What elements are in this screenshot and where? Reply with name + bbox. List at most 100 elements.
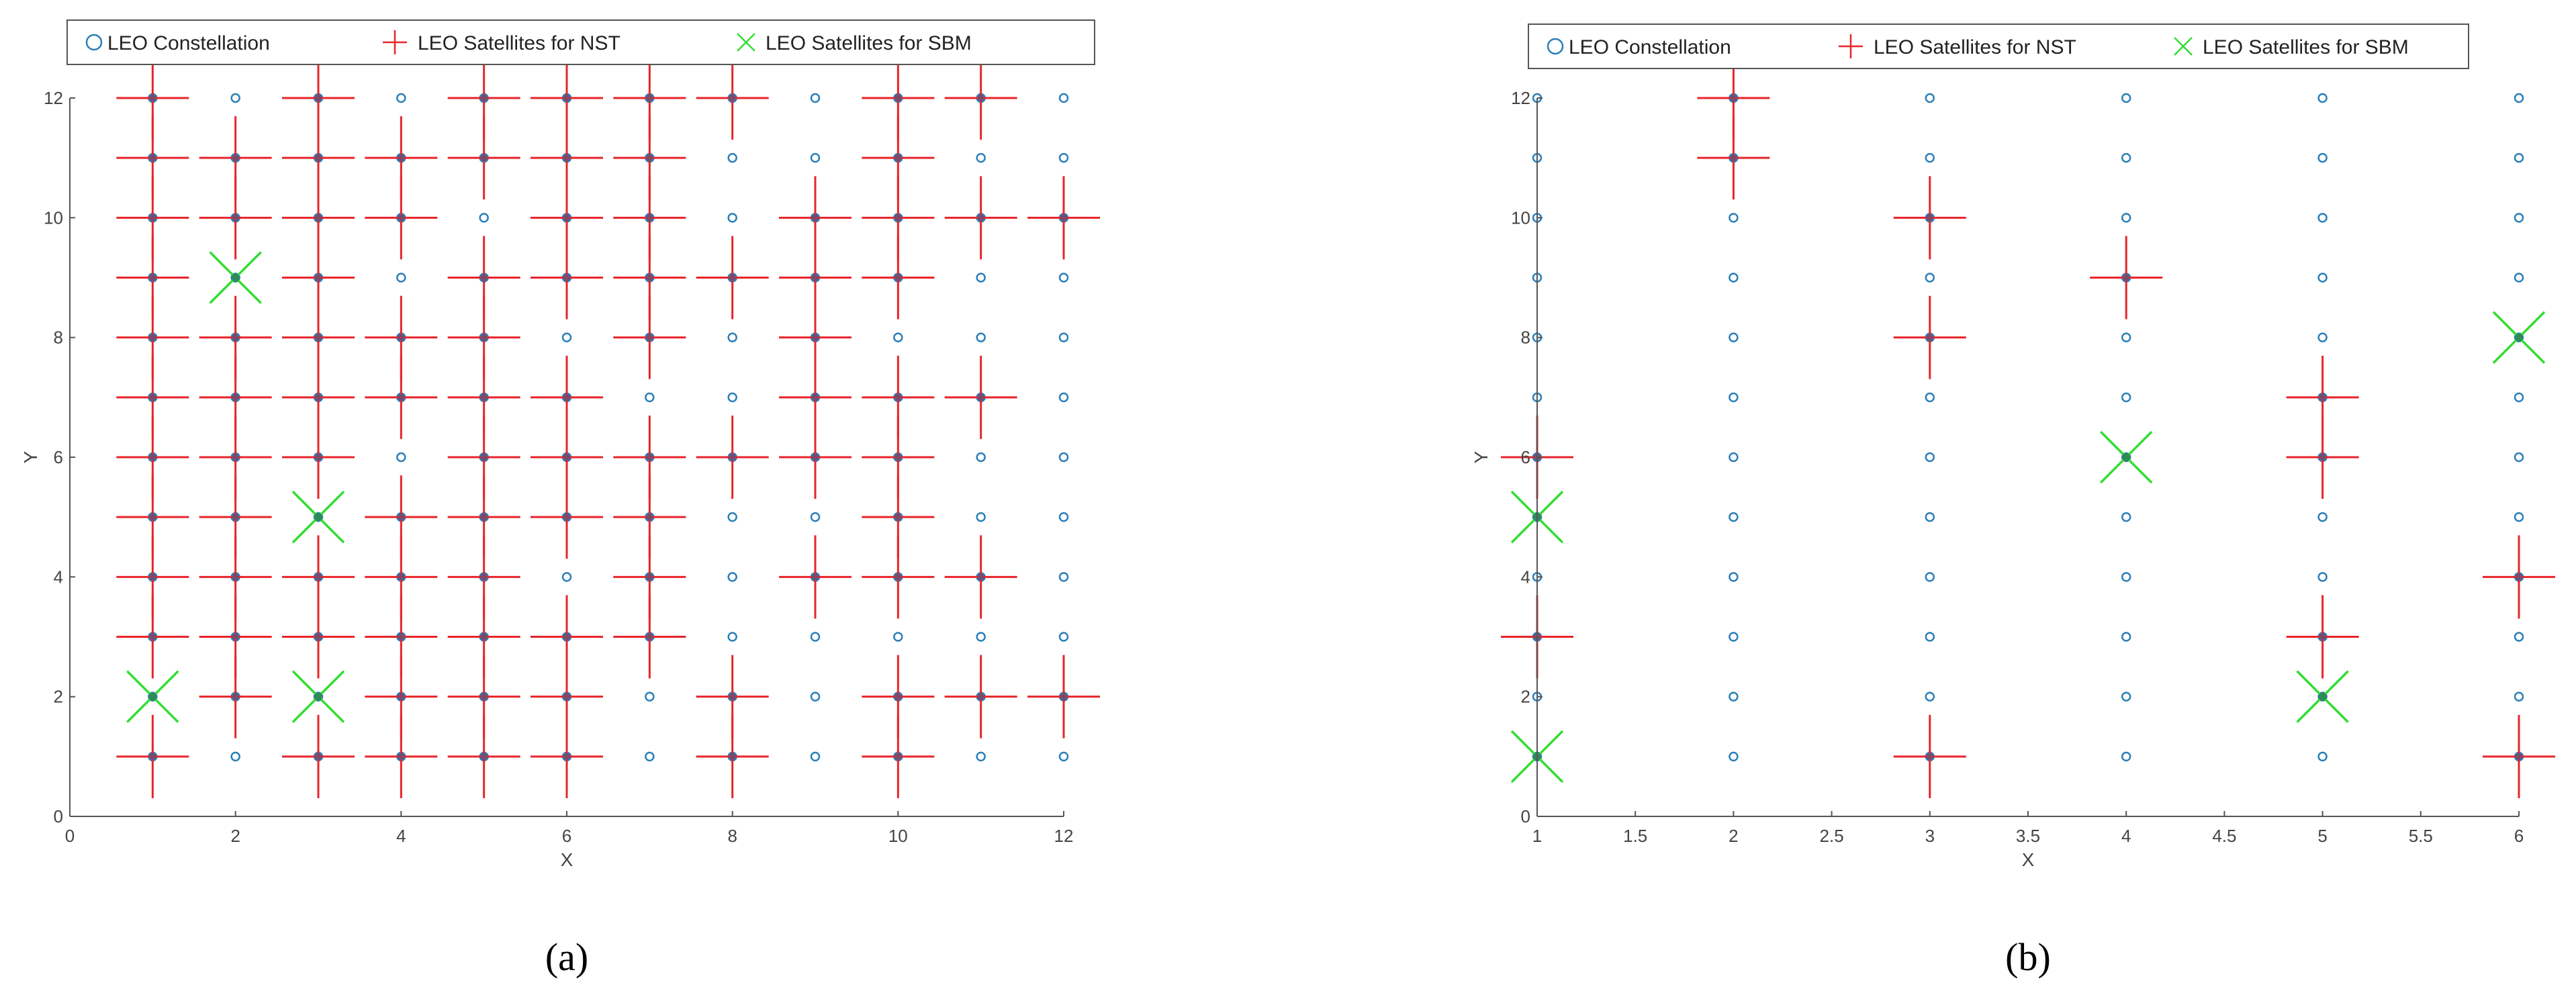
- constellation-point: [1729, 632, 1739, 642]
- x-tick-label: 8: [727, 826, 737, 846]
- sbm-point: [126, 670, 179, 723]
- constellation-point: [230, 751, 240, 762]
- sbm-point: [2099, 430, 2153, 484]
- sbm-point: [2296, 670, 2349, 723]
- constellation-point: [645, 751, 655, 762]
- constellation-point: [2317, 152, 2328, 163]
- legend-constellation-icon: [85, 34, 103, 51]
- constellation-point: [1729, 572, 1739, 582]
- panel-a-xticks: 0 2 4 6 8 10 12: [65, 811, 1074, 846]
- constellation-point: [2317, 213, 2328, 223]
- y-tick: 0: [54, 806, 75, 826]
- constellation-point: [2121, 692, 2131, 702]
- x-tick: 5.5: [2409, 811, 2433, 846]
- legend-constellation-icon: [1547, 38, 1564, 55]
- nst-point: [696, 56, 769, 140]
- legend-sbm-label: LEO Satellites for SBM: [2203, 36, 2409, 58]
- y-tick-label: 6: [54, 447, 63, 467]
- nst-point: [531, 595, 603, 679]
- panel-b-xticks: 1 1.5 2 2.5 3 3.5 4 4.5 5 5.5 6: [1532, 811, 2524, 846]
- nst-point: [1893, 295, 1966, 379]
- panel-a-markers: [116, 56, 1100, 798]
- x-tick: 6: [562, 811, 571, 846]
- x-tick-label: 4.5: [2212, 826, 2236, 846]
- x-tick-label: 2.5: [1820, 826, 1844, 846]
- constellation-point: [1729, 751, 1739, 762]
- x-tick: 1: [1532, 811, 1542, 846]
- x-tick: 2.5: [1820, 811, 1844, 846]
- constellation-point: [727, 213, 737, 223]
- constellation-point: [1058, 93, 1069, 103]
- nst-point: [862, 355, 935, 439]
- constellation-point: [727, 632, 737, 642]
- y-tick-label: 0: [1521, 806, 1530, 826]
- constellation-point: [976, 512, 986, 522]
- constellation-point: [893, 332, 903, 342]
- constellation-point: [2121, 751, 2131, 762]
- constellation-point: [2514, 452, 2524, 463]
- y-tick: 4: [54, 567, 75, 587]
- y-tick-label: 10: [44, 207, 63, 228]
- nst-point: [1893, 714, 1966, 798]
- y-tick-label: 8: [54, 328, 63, 348]
- x-tick-label: 4: [396, 826, 406, 846]
- nst-point: [199, 295, 272, 379]
- sbm-point: [2492, 311, 2546, 364]
- y-tick-label: 0: [54, 806, 63, 826]
- constellation-point: [810, 692, 821, 702]
- constellation-point: [976, 273, 986, 283]
- constellation-point: [2121, 213, 2131, 223]
- legend-sbm-icon: [737, 33, 755, 52]
- constellation-point: [396, 452, 406, 463]
- nst-point: [1697, 56, 1770, 140]
- x-tick-label: 1: [1532, 826, 1542, 846]
- y-tick-label: 4: [54, 567, 63, 587]
- constellation-point: [976, 332, 986, 342]
- x-tick-label: 6: [562, 826, 571, 846]
- x-tick: 12: [1054, 811, 1074, 846]
- nst-point: [365, 295, 438, 379]
- y-tick: 8: [54, 328, 75, 348]
- nst-point: [1027, 655, 1100, 739]
- nst-point: [2286, 355, 2359, 439]
- sbm-point: [209, 251, 262, 304]
- constellation-point: [2121, 332, 2131, 342]
- constellation-point: [2317, 512, 2328, 522]
- constellation-point: [2317, 332, 2328, 342]
- constellation-point: [1058, 632, 1069, 642]
- nst-point: [944, 355, 1017, 439]
- nst-point: [116, 714, 189, 798]
- panel-b-yticks: 0 2 4 6 8 10 12: [1511, 88, 1543, 826]
- x-tick-label: 2: [1729, 826, 1738, 846]
- nst-point: [2483, 714, 2555, 798]
- y-tick: 0: [1521, 806, 1543, 826]
- constellation-point: [810, 632, 821, 642]
- constellation-point: [2121, 572, 2131, 582]
- y-axis-label: Y: [1471, 450, 1491, 463]
- constellation-point: [2121, 632, 2131, 642]
- nst-point: [2286, 595, 2359, 679]
- constellation-point: [1058, 452, 1069, 463]
- y-tick-label: 8: [1521, 328, 1530, 348]
- legend-sbm-icon: [2174, 37, 2193, 56]
- x-tick-label: 12: [1054, 826, 1074, 846]
- constellation-point: [1058, 332, 1069, 342]
- legend-nst-label: LEO Satellites for NST: [1874, 36, 2076, 58]
- panel-a-legend: LEO Constellation LEO Satellites for NST…: [66, 19, 1095, 65]
- nst-point: [447, 236, 520, 320]
- nst-point: [696, 236, 769, 320]
- x-tick: 4.5: [2212, 811, 2236, 846]
- constellation-point: [645, 392, 655, 403]
- constellation-point: [1729, 392, 1739, 403]
- constellation-point: [1925, 392, 1935, 403]
- nst-point: [282, 714, 355, 798]
- y-tick-label: 4: [1521, 567, 1530, 587]
- constellation-point: [2317, 93, 2328, 103]
- y-tick-label: 10: [1511, 207, 1530, 228]
- constellation-point: [1925, 512, 1935, 522]
- constellation-point: [561, 572, 572, 582]
- constellation-point: [479, 213, 489, 223]
- nst-point: [696, 416, 769, 499]
